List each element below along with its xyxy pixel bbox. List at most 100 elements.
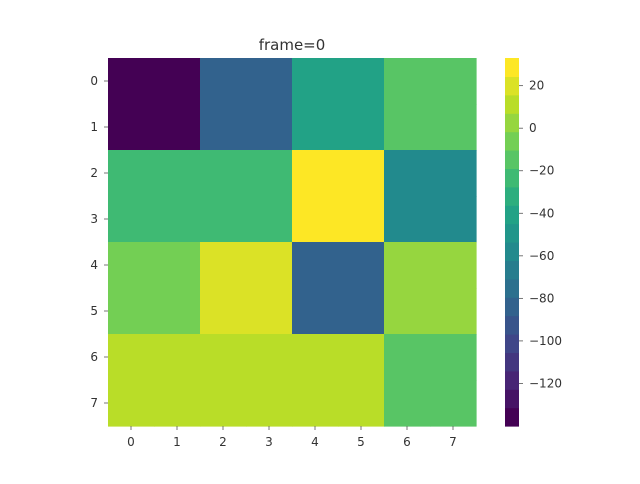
heatmap-cell: [108, 58, 155, 105]
x-tick-label: 5: [357, 435, 365, 449]
chart-title: frame=0: [259, 36, 326, 54]
heatmap-cell: [292, 288, 339, 335]
x-tick-label: 6: [403, 435, 411, 449]
heatmap-cell: [384, 150, 431, 197]
colorbar-tick-label: −40: [529, 206, 554, 220]
heatmap-cell: [430, 334, 477, 381]
colorbar-segment: [505, 334, 519, 353]
heatmap-cell: [384, 242, 431, 289]
heatmap-cell: [200, 104, 247, 151]
heatmap-cell: [200, 380, 247, 427]
x-tick-label: 2: [219, 435, 227, 449]
heatmap-cell: [292, 58, 339, 105]
colorbar-tick-label: −20: [529, 164, 554, 178]
heatmap-cell: [200, 150, 247, 197]
heatmap-cell: [338, 58, 385, 105]
y-tick-label: 4: [90, 258, 98, 272]
heatmap-cell: [430, 242, 477, 289]
heatmap-cell: [200, 242, 247, 289]
heatmap-cell: [154, 334, 201, 381]
heatmap-cell: [430, 380, 477, 427]
heatmap-cell: [108, 288, 155, 335]
heatmap-cell: [246, 288, 293, 335]
y-tick-label: 3: [90, 212, 98, 226]
heatmap-cell: [384, 196, 431, 243]
colorbar-tick-label: −120: [529, 376, 562, 390]
heatmap-cell: [338, 150, 385, 197]
heatmap-cell: [430, 150, 477, 197]
heatmap-cell: [108, 380, 155, 427]
heatmap-cell: [246, 58, 293, 105]
x-axis-ticks: 0 1 2 3 4 5 6 7: [127, 426, 457, 449]
heatmap-cell: [384, 288, 431, 335]
heatmap-cell: [292, 104, 339, 151]
heatmap-cell: [108, 334, 155, 381]
y-tick-label: 2: [90, 166, 98, 180]
colorbar-segment: [505, 242, 519, 261]
heatmap-cell: [154, 150, 201, 197]
heatmap-cell: [200, 334, 247, 381]
heatmap-cell: [246, 334, 293, 381]
heatmap-cell: [154, 288, 201, 335]
colorbar-tick-label: −100: [529, 334, 562, 348]
heatmap-cell: [108, 150, 155, 197]
heatmap-cell: [338, 288, 385, 335]
heatmap-cell: [246, 104, 293, 151]
heatmap-cell: [200, 58, 247, 105]
heatmap-cell: [108, 104, 155, 151]
colorbar-tick-label: 0: [529, 121, 537, 135]
heatmap-cell: [246, 196, 293, 243]
heatmap-cell: [200, 288, 247, 335]
heatmap-cell: [292, 380, 339, 427]
heatmap-cell: [154, 104, 201, 151]
heatmap-cell: [384, 104, 431, 151]
heatmap-cell: [154, 196, 201, 243]
y-tick-label: 1: [90, 120, 98, 134]
heatmap-cell: [338, 334, 385, 381]
y-tick-label: 7: [90, 396, 98, 410]
heatmap-cells: [108, 58, 477, 427]
heatmap-cell: [338, 242, 385, 289]
heatmap-cell: [338, 380, 385, 427]
heatmap-cell: [292, 242, 339, 289]
colorbar-segment: [505, 168, 519, 188]
heatmap-cell: [154, 58, 201, 105]
x-tick-label: 7: [449, 435, 457, 449]
heatmap-cell: [154, 380, 201, 427]
heatmap-cell: [292, 334, 339, 381]
heatmap-cell: [108, 196, 155, 243]
heatmap-cell: [430, 58, 477, 105]
colorbar-segment: [505, 113, 519, 133]
heatmap-cell: [338, 104, 385, 151]
colorbar-tick-label: −60: [529, 249, 554, 263]
heatmap-cell: [384, 380, 431, 427]
heatmap-cell: [246, 380, 293, 427]
colorbar: [505, 58, 519, 427]
colorbar-tick-label: −80: [529, 291, 554, 305]
colorbar-segment: [505, 186, 519, 206]
x-tick-label: 1: [173, 435, 181, 449]
y-tick-label: 6: [90, 350, 98, 364]
colorbar-segment: [505, 76, 519, 96]
y-axis-ticks: 0 1 2 3 4 5 6 7: [90, 74, 108, 410]
heatmap-cell: [430, 196, 477, 243]
colorbar-segment: [505, 223, 519, 243]
x-tick-label: 3: [265, 435, 273, 449]
x-tick-label: 0: [127, 435, 135, 449]
colorbar-ticks: 20 0 −20 −40 −60 −80 −100 −120: [519, 79, 562, 390]
heatmap-cell: [200, 196, 247, 243]
colorbar-segment: [505, 352, 519, 372]
colorbar-tick-label: 20: [529, 79, 544, 93]
heatmap-cell: [338, 196, 385, 243]
colorbar-segment: [505, 370, 519, 390]
colorbar-segment: [505, 94, 519, 114]
colorbar-segment: [505, 407, 519, 427]
heatmap-cell: [292, 196, 339, 243]
colorbar-segment: [505, 205, 519, 225]
colorbar-segment: [505, 260, 519, 280]
heatmap-cell: [384, 334, 431, 381]
colorbar-segment: [505, 278, 519, 298]
colorbar-segment: [505, 315, 519, 335]
heatmap-cell: [108, 242, 155, 289]
